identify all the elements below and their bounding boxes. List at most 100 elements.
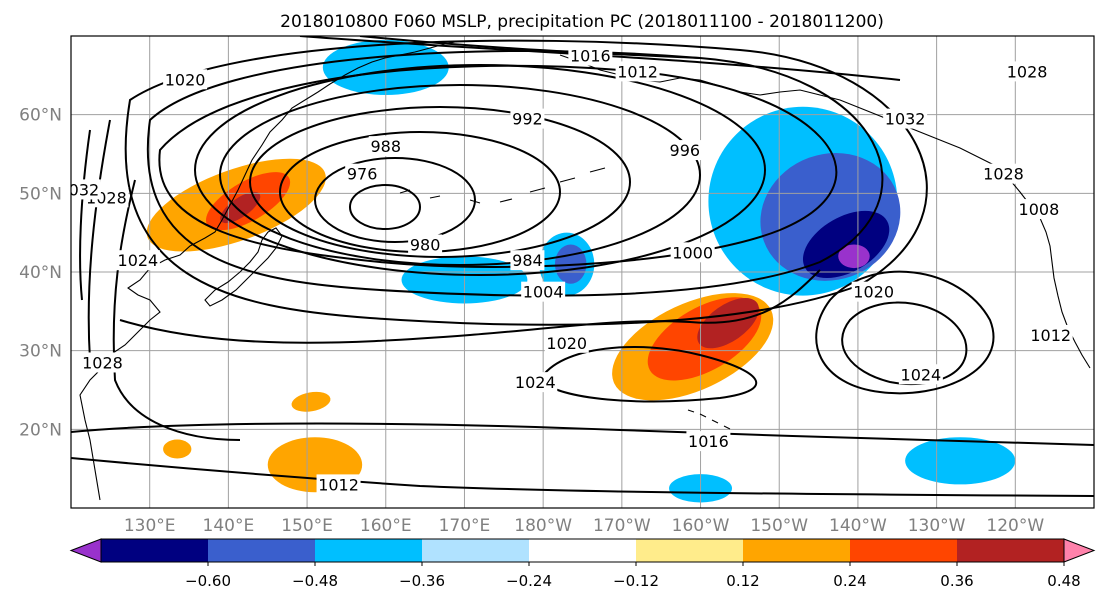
precip-area-7 <box>291 391 331 412</box>
colorbar-tick-label: 0.24 <box>833 572 866 590</box>
colorbar-segment <box>957 539 1064 562</box>
longitude-label: 130°W <box>908 516 966 536</box>
contour-label-bg <box>345 163 380 184</box>
mslp-contour-988 <box>249 106 631 258</box>
mslp-contour-1020-mid <box>119 269 821 344</box>
contour-label-bg <box>71 179 101 200</box>
longitude-label: 140°E <box>203 516 255 536</box>
contour-label-bg <box>1005 61 1050 82</box>
precip-area-5 <box>697 297 759 349</box>
mslp-contour-1016-north <box>359 36 701 59</box>
mslp-contour-label: 1032 <box>59 180 100 199</box>
latitude-label: 40°N <box>19 263 62 283</box>
colorbar-segment <box>636 539 743 562</box>
contour-label-bg <box>163 69 208 90</box>
mslp-contours <box>71 36 1094 497</box>
figure-title: 2018010800 F060 MSLP, precipitation PC (… <box>280 12 884 32</box>
mslp-contour-label: 1004 <box>523 283 564 302</box>
mslp-contour-1000 <box>158 64 838 268</box>
colorbar-segment <box>422 539 529 562</box>
latitude-label: 20°N <box>19 420 62 440</box>
longitude-label: 160°E <box>360 516 412 536</box>
latitude-label: 30°N <box>19 342 62 362</box>
colorbar-tick-label: −0.24 <box>506 572 552 590</box>
contour-label-bg <box>368 136 403 157</box>
colorbar-outline <box>100 538 1065 563</box>
mslp-contour-labels: 1016 1012 992 988 976 996 980 984 1004 1000 1020 10… <box>59 45 1073 495</box>
contour-label-bg <box>981 163 1026 184</box>
contour-label-bg <box>615 61 660 82</box>
colorbar-tick-label: −0.12 <box>613 572 659 590</box>
contour-label-bg <box>521 281 566 302</box>
contour-label-bg <box>667 140 702 161</box>
mslp-contour-1024-west <box>112 179 241 441</box>
mslp-contour-label: 1016 <box>570 47 611 66</box>
map-panel: 1016 1012 992 988 976 996 980 984 1004 1000 1020 10… <box>59 35 1095 509</box>
longitude-label: 130°E <box>124 516 176 536</box>
longitude-label: 150°W <box>750 516 808 536</box>
contour-label-bg <box>686 431 731 452</box>
mslp-contour-label: 1016 <box>688 432 729 451</box>
longitude-label: 140°W <box>829 516 887 536</box>
colorbar-segment <box>529 539 636 562</box>
contour-label-bg <box>898 364 943 385</box>
contour-label-bg <box>316 474 361 495</box>
longitude-label: 170°W <box>593 516 651 536</box>
latitude-labels: 60°N 50°N 40°N 30°N 20°N <box>19 106 62 441</box>
latitude-label: 60°N <box>19 106 62 126</box>
colorbar-extend-high <box>1063 538 1096 563</box>
mslp-contour-label: 1028 <box>1007 62 1048 81</box>
mslp-contour-label: 1032 <box>885 110 926 129</box>
latitude-label: 50°N <box>19 184 62 204</box>
contour-label-bg <box>670 242 715 263</box>
longitude-label: 160°W <box>672 516 730 536</box>
longitude-label: 120°W <box>986 516 1044 536</box>
contour-label-bg <box>851 281 896 302</box>
mslp-contour-label: 984 <box>512 251 543 270</box>
colorbar-extend-low <box>69 538 102 563</box>
colorbar: −0.60 −0.48 −0.36 −0.24 −0.12 0.12 0.24 0.36 0.4… <box>69 538 1096 590</box>
precip-area-12 <box>838 244 870 269</box>
colorbar-segment <box>208 539 315 562</box>
contour-label-bg <box>568 45 613 66</box>
mslp-contour-label: 1000 <box>672 243 713 262</box>
mslp-contour-1024-mid <box>538 346 758 403</box>
contour-label-bg <box>883 108 928 129</box>
colorbar-tick-label: −0.48 <box>292 572 338 590</box>
mslp-contour-label: 1020 <box>546 334 587 353</box>
mslp-contour-label: 996 <box>670 141 701 160</box>
mslp-contour-label: 976 <box>347 165 378 184</box>
mslp-contour-label: 1012 <box>1030 326 1071 345</box>
mslp-contour-1020-east <box>815 270 995 395</box>
mslp-contour-1012-south <box>71 457 1094 497</box>
precip-area-2 <box>220 191 261 224</box>
mslp-contour-label: 1012 <box>617 62 658 81</box>
contour-label-bg <box>1016 199 1061 220</box>
map-frame <box>70 35 1095 509</box>
colorbar-tick-label: 0.36 <box>940 572 973 590</box>
contour-label-bg <box>510 108 545 129</box>
mslp-contour-1032-west <box>79 129 91 301</box>
colorbar-segment <box>850 539 957 562</box>
contour-label-bg <box>80 352 125 373</box>
precip-area-8 <box>163 439 192 459</box>
mslp-contour-label: 1020 <box>165 70 206 89</box>
longitude-label: 180°W <box>514 516 572 536</box>
colorbar-tick-label: 0.12 <box>726 572 759 590</box>
mslp-contour-label: 1024 <box>515 373 556 392</box>
mslp-contour-1024-east <box>841 301 968 386</box>
contour-label-bg <box>408 234 443 255</box>
mslp-contour-1028-west <box>87 119 111 361</box>
mslp-contour-976 <box>349 184 421 230</box>
contour-label-bg <box>544 332 589 353</box>
mslp-contour-label: 1028 <box>983 165 1024 184</box>
contour-label-bg <box>513 372 558 393</box>
contour-label-bg <box>1028 324 1073 345</box>
mslp-contour-label: 1008 <box>1019 200 1060 219</box>
mslp-contour-980 <box>314 157 476 243</box>
mslp-contour-label: 988 <box>370 137 401 156</box>
colorbar-tick-label: −0.36 <box>399 572 445 590</box>
japan-coastline <box>204 227 283 307</box>
mslp-contour-label: 1028 <box>82 353 123 372</box>
